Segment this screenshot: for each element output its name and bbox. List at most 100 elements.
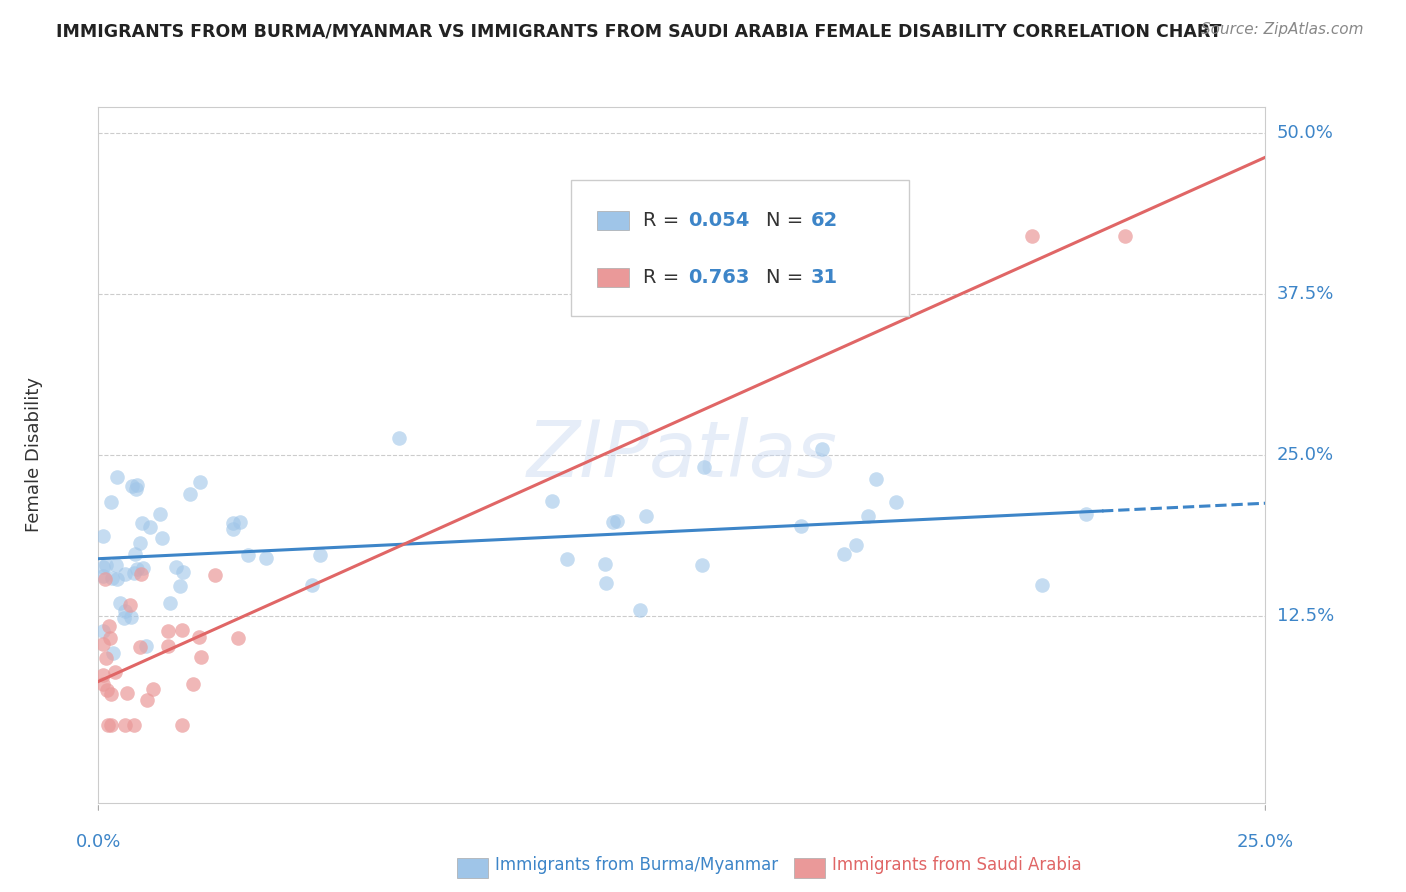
Text: R =: R = [644,268,686,287]
Point [692,460,714,475]
Point [129,567,152,582]
Point [169,579,191,593]
Point [100,494,122,508]
Text: R =: R = [644,211,686,230]
Point [845,539,868,553]
Point [135,639,157,653]
Point [540,493,562,508]
Point [150,531,173,545]
Point [1031,577,1053,591]
Point [690,558,713,573]
Point [121,479,143,493]
Point [91,560,114,574]
Text: N =: N = [766,268,810,287]
Point [139,519,162,533]
Point [884,495,907,509]
Text: Source: ZipAtlas.com: Source: ZipAtlas.com [1201,22,1364,37]
Point [204,568,226,582]
Point [108,596,131,610]
Point [190,650,212,665]
Point [157,624,180,638]
Text: 31: 31 [810,268,838,287]
Point [132,561,155,575]
FancyBboxPatch shape [596,268,630,287]
Point [104,665,127,680]
Point [101,646,124,660]
Text: N =: N = [766,211,810,230]
Point [157,640,180,654]
Point [91,529,114,543]
Text: 25.0%: 25.0% [1237,833,1294,851]
Text: 0.054: 0.054 [688,211,749,230]
Point [124,718,146,732]
Point [555,552,578,566]
Text: Immigrants from Saudi Arabia: Immigrants from Saudi Arabia [832,856,1083,874]
Point [112,611,135,625]
Point [124,547,146,561]
Point [129,535,152,549]
Point [127,562,149,576]
FancyBboxPatch shape [571,180,910,316]
Point [114,604,136,618]
Point [142,681,165,696]
Point [172,718,194,732]
Point [98,619,121,633]
Point [634,508,657,523]
Point [125,482,148,496]
Point [856,509,879,524]
Point [165,560,187,574]
Point [602,516,624,530]
Point [238,549,260,563]
FancyBboxPatch shape [596,211,630,230]
Point [810,442,832,456]
Point [301,578,323,592]
Point [136,693,159,707]
Point [188,475,211,489]
Point [114,718,136,732]
Text: 12.5%: 12.5% [1277,607,1334,625]
Point [94,651,117,665]
Point [179,486,201,500]
Point [100,687,122,701]
Point [181,677,204,691]
Point [387,431,409,445]
Point [91,568,114,582]
Point [222,522,245,536]
Point [127,478,149,492]
Text: IMMIGRANTS FROM BURMA/MYANMAR VS IMMIGRANTS FROM SAUDI ARABIA FEMALE DISABILITY : IMMIGRANTS FROM BURMA/MYANMAR VS IMMIGRA… [56,22,1222,40]
Point [149,508,172,522]
Point [91,637,114,651]
Text: ZIPatlas: ZIPatlas [526,417,838,493]
Point [101,571,124,585]
Point [105,469,128,483]
Text: 62: 62 [810,211,838,230]
Text: 50.0%: 50.0% [1277,124,1333,142]
Point [228,632,250,646]
Point [122,566,145,580]
Point [159,596,181,610]
Point [100,718,122,732]
Point [606,515,628,529]
Point [309,548,332,562]
Text: 37.5%: 37.5% [1277,285,1334,303]
Point [790,518,813,533]
Point [865,472,887,486]
Point [104,558,127,572]
Point [129,640,152,654]
Text: Female Disability: Female Disability [25,377,44,533]
Point [593,557,616,571]
Point [91,667,114,681]
Point [96,558,118,572]
Point [100,631,122,645]
Point [97,718,120,732]
Point [114,567,136,582]
Point [91,624,114,638]
Point [832,547,855,561]
Point [120,598,142,612]
Text: 0.763: 0.763 [688,268,749,287]
Point [222,516,245,530]
Point [229,515,252,529]
Text: 25.0%: 25.0% [1277,446,1334,464]
Point [170,624,193,638]
Point [595,576,617,591]
